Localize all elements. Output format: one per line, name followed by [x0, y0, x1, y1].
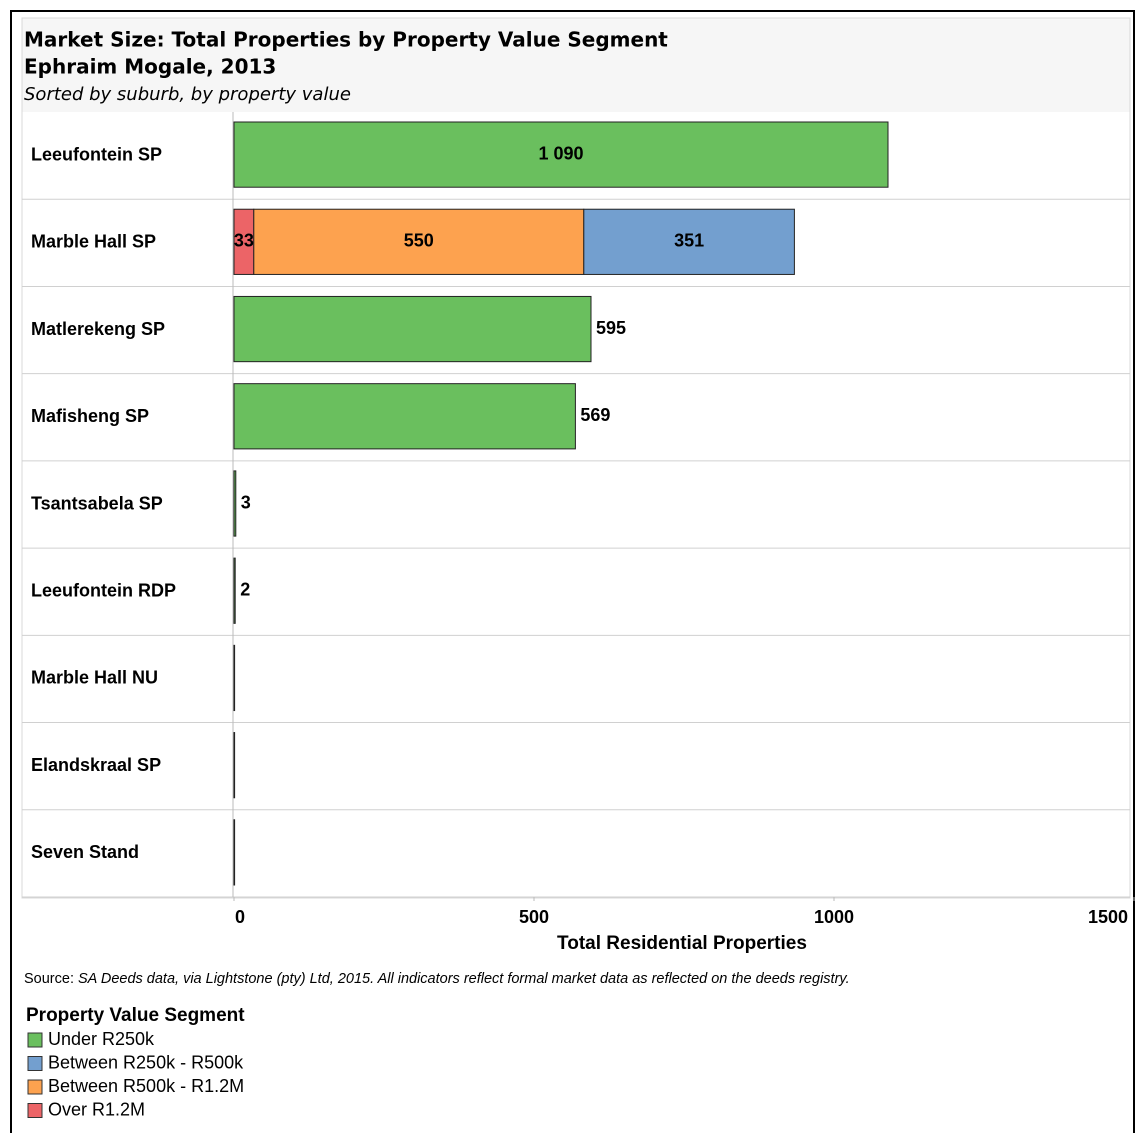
bar-segment	[233, 644, 236, 712]
x-axis-label: Total Residential Properties	[557, 933, 807, 954]
category-label: Tsantsabela SP	[31, 493, 163, 513]
category-label: Seven Stand	[31, 842, 139, 862]
data-label: 351	[674, 231, 704, 251]
data-label: 550	[404, 231, 434, 251]
category-label: Leeufontein SP	[31, 144, 162, 164]
x-tick-label: 500	[519, 907, 549, 927]
source-text: SA Deeds data, via Lightstone (pty) Ltd,…	[78, 971, 850, 987]
bar-segment	[233, 470, 237, 537]
outer-frame	[10, 10, 1135, 1133]
data-label: 2	[240, 579, 250, 599]
legend-swatch	[27, 1103, 43, 1118]
legend-label: Between R500k - R1.2M	[48, 1076, 244, 1096]
bar-segment	[233, 383, 576, 450]
source: Source: SA Deeds data, via Lightstone (p…	[24, 971, 850, 987]
legend-swatch	[27, 1032, 43, 1048]
chart-frame	[21, 17, 1131, 899]
category-label: Marble Hall SP	[31, 232, 156, 252]
data-label: 33	[234, 231, 254, 251]
title-area	[22, 18, 1130, 112]
bar-segment	[253, 208, 585, 275]
legend-label: Between R250k - R500k	[48, 1052, 244, 1072]
legend-label: Under R250k	[48, 1029, 155, 1049]
data-label: 595	[596, 318, 626, 338]
data-label: 3	[241, 492, 251, 512]
bar-segment	[233, 732, 236, 799]
chart-title: Market Size: Total Properties by Propert…	[24, 28, 668, 52]
x-tick-label: 0	[235, 907, 245, 927]
legend-swatch	[27, 1079, 43, 1095]
x-tick-label: 1000	[814, 907, 854, 927]
data-label: 569	[580, 405, 610, 425]
x-tick-label: 1500	[1088, 907, 1128, 927]
bar-segment	[233, 819, 236, 886]
legend-label: Over R1.2M	[48, 1099, 145, 1119]
category-label: Matlerekeng SP	[31, 319, 165, 339]
data-label: 1 090	[538, 143, 583, 163]
category-label: Mafisheng SP	[31, 406, 149, 426]
category-label: Elandskraal SP	[31, 755, 161, 775]
category-label: Marble Hall NU	[31, 668, 158, 688]
bar-segment	[233, 557, 236, 624]
chart-subtitle: Ephraim Mogale, 2013	[24, 55, 276, 79]
source-label: Source:	[24, 971, 74, 987]
bar-segment	[233, 295, 592, 363]
legend-title: Property Value Segment	[26, 1005, 245, 1026]
bar-segment	[233, 121, 889, 188]
chart-note: Sorted by suburb, by property value	[24, 84, 351, 105]
bar-segment	[583, 208, 795, 275]
category-label: Leeufontein RDP	[31, 580, 176, 600]
legend-swatch	[27, 1056, 43, 1071]
